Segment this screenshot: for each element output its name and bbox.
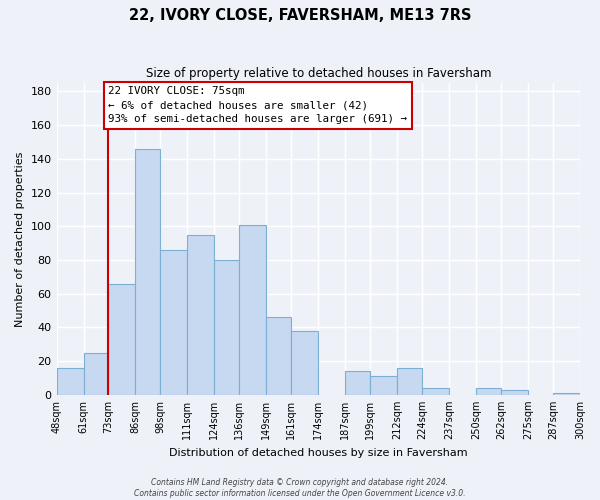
Bar — [397, 368, 422, 395]
Title: Size of property relative to detached houses in Faversham: Size of property relative to detached ho… — [146, 68, 491, 80]
Bar — [370, 376, 397, 395]
Bar — [136, 149, 160, 395]
Bar — [83, 352, 109, 395]
Bar — [109, 284, 136, 395]
Bar — [553, 393, 580, 395]
Bar — [291, 331, 318, 395]
Bar — [422, 388, 449, 395]
Bar — [501, 390, 528, 395]
Bar — [345, 371, 370, 395]
Bar — [187, 234, 214, 395]
Bar — [239, 224, 266, 395]
Text: 22 IVORY CLOSE: 75sqm
← 6% of detached houses are smaller (42)
93% of semi-detac: 22 IVORY CLOSE: 75sqm ← 6% of detached h… — [109, 86, 407, 124]
Bar — [160, 250, 187, 395]
Bar — [214, 260, 239, 395]
Text: 22, IVORY CLOSE, FAVERSHAM, ME13 7RS: 22, IVORY CLOSE, FAVERSHAM, ME13 7RS — [129, 8, 471, 22]
Y-axis label: Number of detached properties: Number of detached properties — [15, 151, 25, 326]
Text: Contains HM Land Registry data © Crown copyright and database right 2024.
Contai: Contains HM Land Registry data © Crown c… — [134, 478, 466, 498]
X-axis label: Distribution of detached houses by size in Faversham: Distribution of detached houses by size … — [169, 448, 467, 458]
Bar — [476, 388, 501, 395]
Bar — [266, 318, 291, 395]
Bar — [56, 368, 83, 395]
